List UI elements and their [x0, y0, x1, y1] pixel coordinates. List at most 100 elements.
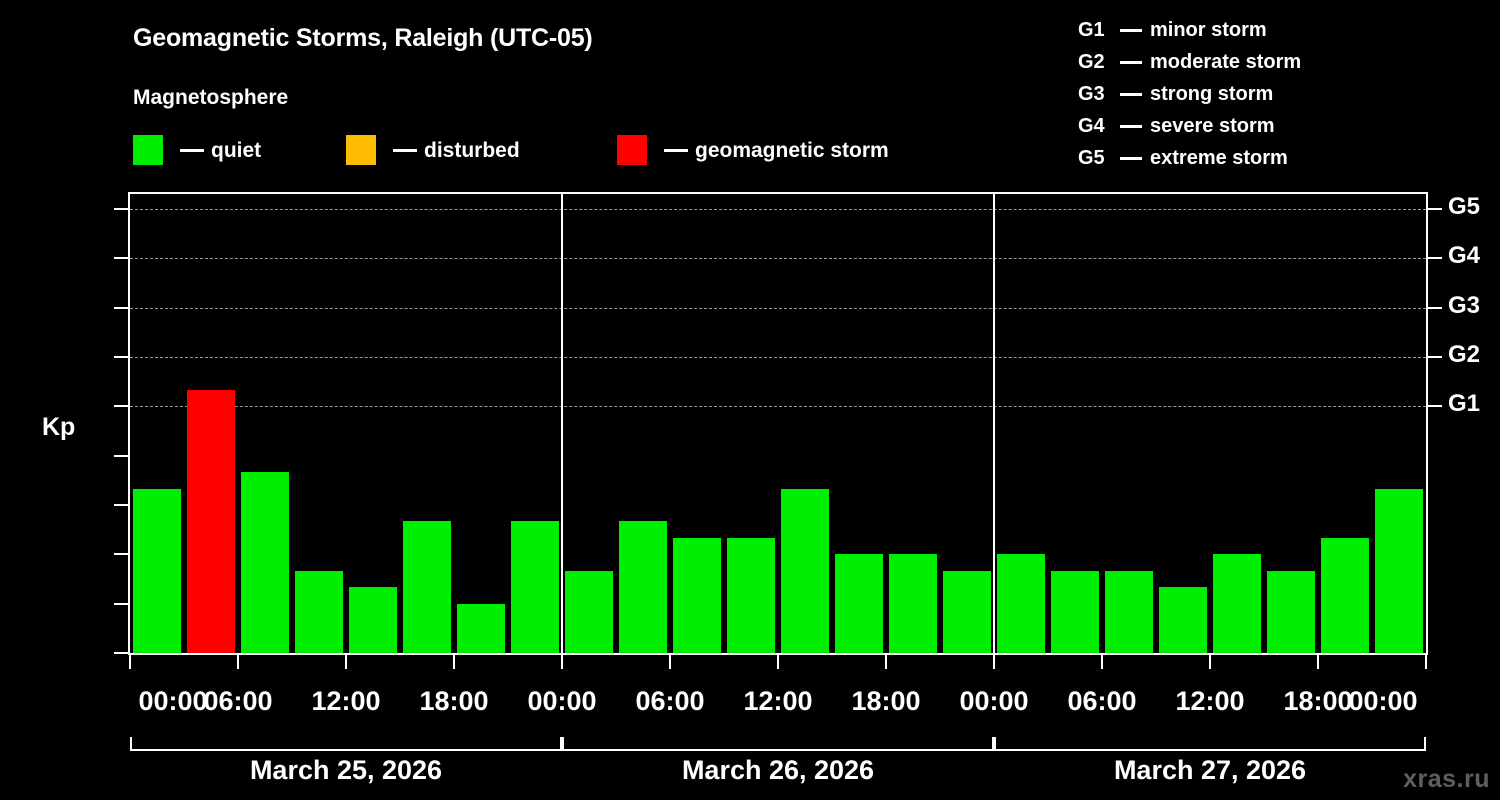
bar-4[interactable]: [349, 587, 397, 653]
g-scale-legend: G1 minor storm G2 moderate storm G3 strong st…: [1078, 14, 1408, 174]
bar-0[interactable]: [133, 488, 181, 653]
g-tick-mark-g3: [1428, 306, 1442, 309]
y-tick-mark-9: [114, 207, 128, 210]
x-tick-label-11: 18:00: [1283, 686, 1353, 716]
x-tick-label-4: 00:00: [527, 686, 597, 716]
g-legend-description: strong storm: [1150, 82, 1274, 105]
x-tick-label-3: 18:00: [419, 686, 489, 716]
g-tick-mark-g1: [1428, 405, 1442, 408]
x-tick-mark-7: [885, 655, 887, 669]
g-legend-row-g1: G1 minor storm: [1078, 14, 1408, 46]
g-legend-code: G1: [1078, 18, 1105, 41]
g-legend-description: minor storm: [1150, 18, 1267, 41]
bar-series: [130, 194, 1426, 653]
day-bracket-2: [562, 737, 994, 751]
legend-item-2[interactable]: geomagnetic storm: [617, 134, 889, 166]
gridline-kp-9: [130, 208, 1426, 210]
quiet-swatch: [133, 135, 163, 165]
plot-area: [128, 192, 1428, 655]
g-legend-row-g2: G2 moderate storm: [1078, 46, 1408, 78]
y-tick-mark-5: [114, 405, 128, 408]
g-legend-row-g4: G4 severe storm: [1078, 110, 1408, 142]
section-subtitle: Magnetosphere: [133, 86, 289, 109]
y-tick-mark-6: [114, 355, 128, 358]
x-tick-label-2: 12:00: [311, 686, 381, 716]
legend-item-1[interactable]: disturbed: [346, 134, 520, 166]
bar-18[interactable]: [1105, 570, 1153, 653]
x-tick-mark-1: [237, 655, 239, 669]
g-tick-label-g5: G5: [1448, 192, 1481, 220]
bar-10[interactable]: [673, 538, 721, 653]
bar-13[interactable]: [835, 554, 883, 653]
bar-16[interactable]: [997, 554, 1045, 653]
bar-17[interactable]: [1051, 570, 1099, 653]
bar-15[interactable]: [943, 570, 991, 653]
g-legend-dash-icon: [1120, 28, 1142, 32]
g-legend-description: severe storm: [1150, 114, 1275, 137]
y-tick-mark-2: [114, 553, 128, 556]
g-legend-dash-icon: [1120, 92, 1142, 96]
legend-dash-icon: [393, 148, 417, 152]
y-tick-mark-4: [114, 454, 128, 457]
g-legend-dash-icon: [1120, 60, 1142, 64]
day-separator-2: [993, 194, 995, 653]
g-legend-code: G4: [1078, 114, 1105, 137]
g-legend-dash-icon: [1120, 156, 1142, 160]
watermark: xras.ru: [1403, 765, 1490, 793]
x-tick-mark-3: [453, 655, 455, 669]
x-tick-mark-10: [1209, 655, 1211, 669]
x-tick-label-1: 06:00: [203, 686, 273, 716]
g-legend-description: moderate storm: [1150, 50, 1302, 73]
gridline-kp-8: [130, 258, 1426, 260]
day-bracket-1: [130, 737, 562, 751]
bar-21[interactable]: [1267, 570, 1315, 653]
x-tick-label-7: 18:00: [851, 686, 921, 716]
g-tick-label-g4: G4: [1448, 242, 1481, 270]
g-legend-dash-icon: [1120, 124, 1142, 128]
day-label-3: March 27, 2026: [1113, 755, 1307, 785]
legend-dash-icon: [664, 148, 688, 152]
bar-1[interactable]: [187, 389, 235, 653]
day-separator-1: [561, 194, 563, 653]
bar-12[interactable]: [781, 488, 829, 653]
x-tick-label-12: 00:00: [1348, 686, 1418, 716]
bar-7[interactable]: [511, 521, 559, 653]
day-bracket-3: [994, 737, 1426, 751]
x-tick-mark-12: [1425, 655, 1427, 669]
bar-3[interactable]: [295, 570, 343, 653]
bar-19[interactable]: [1159, 587, 1207, 653]
g-tick-mark-g5: [1428, 207, 1442, 210]
g-tick-mark-g4: [1428, 257, 1442, 260]
g-tick-label-g3: G3: [1448, 291, 1481, 319]
g-legend-code: G5: [1078, 146, 1105, 169]
storm-swatch: [617, 135, 647, 165]
x-tick-mark-11: [1317, 655, 1319, 669]
bar-2[interactable]: [241, 471, 289, 653]
x-tick-label-9: 06:00: [1067, 686, 1137, 716]
bar-5[interactable]: [403, 521, 451, 653]
bar-9[interactable]: [619, 521, 667, 653]
g-legend-row-g3: G3 strong storm: [1078, 78, 1408, 110]
bar-14[interactable]: [889, 554, 937, 653]
day-label-2: March 26, 2026: [681, 755, 875, 785]
x-tick-mark-6: [777, 655, 779, 669]
bar-20[interactable]: [1213, 554, 1261, 653]
bar-23[interactable]: [1375, 488, 1423, 653]
x-tick-label-5: 06:00: [635, 686, 705, 716]
y-tick-mark-3: [114, 503, 128, 506]
legend-dash-icon: [180, 148, 204, 152]
bar-6[interactable]: [457, 603, 505, 653]
bar-22[interactable]: [1321, 538, 1369, 653]
y-tick-mark-0: [114, 652, 128, 654]
plot-inner: [130, 194, 1426, 653]
legend-item-text: quiet: [211, 138, 262, 162]
gridline-kp-5: [130, 406, 1426, 408]
x-tick-label-0: 00:00: [138, 686, 208, 716]
legend-item-0[interactable]: quiet: [133, 134, 261, 166]
bar-8[interactable]: [565, 570, 613, 653]
x-tick-label-8: 00:00: [959, 686, 1029, 716]
day-label-1: March 25, 2026: [249, 755, 443, 785]
bar-11[interactable]: [727, 538, 775, 653]
disturbed-swatch: [346, 135, 376, 165]
